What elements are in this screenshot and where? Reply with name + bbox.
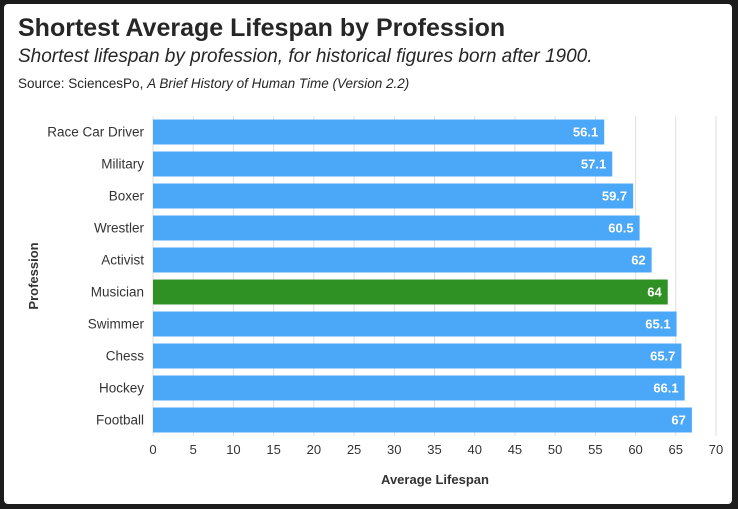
bar: [153, 343, 682, 369]
chart-title: Shortest Average Lifespan by Profession: [18, 14, 506, 42]
bar: [153, 119, 605, 145]
bar: [153, 407, 692, 433]
category-label: Race Car Driver: [47, 125, 144, 140]
bar-chart: 56.1 57.1 59.7 60.5 62 64 65.1 65.7 66.1 67 Race …: [26, 116, 723, 487]
chart-source: Source: SciencesPo, A Brief History of H…: [18, 76, 409, 91]
x-tick-label: 60: [628, 442, 642, 457]
bar: [153, 311, 677, 337]
category-label: Chess: [106, 349, 145, 364]
bar: [153, 151, 613, 177]
data-label: 65.7: [650, 349, 675, 364]
data-label: 67: [671, 413, 685, 428]
data-label: 56.1: [573, 125, 598, 140]
category-label: Boxer: [109, 189, 145, 204]
bar: [153, 215, 640, 241]
chart-card: Shortest Average Lifespan by Profession …: [4, 4, 732, 504]
x-tick-label: 0: [149, 442, 156, 457]
category-label: Musician: [91, 285, 144, 300]
category-label: Activist: [101, 253, 144, 268]
source-prefix: Source: SciencesPo,: [18, 76, 148, 91]
x-tick-label: 65: [669, 442, 683, 457]
y-axis-title: Profession: [26, 242, 41, 309]
x-tick-labels: 0 5 10 15 20 25 30 35 40 45 50 55 60 65 70: [149, 442, 723, 457]
category-label: Military: [101, 157, 144, 172]
x-tick-label: 10: [226, 442, 240, 457]
data-label: 65.1: [645, 317, 670, 332]
x-tick-label: 5: [190, 442, 197, 457]
data-label: 60.5: [608, 221, 633, 236]
x-tick-label: 50: [548, 442, 562, 457]
source-title: A Brief History of Human Time (Version 2…: [147, 76, 410, 91]
x-tick-label: 55: [588, 442, 602, 457]
x-tick-label: 40: [467, 442, 481, 457]
data-label: 66.1: [653, 381, 678, 396]
bar: [153, 279, 668, 305]
category-labels: Race Car Driver Military Boxer Wrestler Acti…: [47, 125, 144, 428]
x-tick-label: 35: [427, 442, 441, 457]
category-label: Football: [96, 413, 144, 428]
x-tick-label: 20: [307, 442, 321, 457]
x-tick-label: 25: [347, 442, 361, 457]
x-tick-label: 30: [387, 442, 401, 457]
category-label: Wrestler: [94, 221, 145, 236]
bar: [153, 375, 685, 401]
data-label: 62: [631, 253, 645, 268]
category-label: Hockey: [99, 381, 144, 396]
category-label: Swimmer: [88, 317, 145, 332]
x-axis-title: Average Lifespan: [381, 472, 489, 487]
x-tick-label: 45: [508, 442, 522, 457]
chart-subtitle: Shortest lifespan by profession, for his…: [18, 46, 593, 67]
data-label: 57.1: [581, 157, 606, 172]
data-label: 59.7: [602, 189, 627, 204]
x-tick-label: 70: [709, 442, 723, 457]
data-label: 64: [647, 285, 662, 300]
x-tick-label: 15: [266, 442, 280, 457]
bar: [153, 183, 634, 209]
bar: [153, 247, 652, 273]
bars: 56.1 57.1 59.7 60.5 62 64 65.1 65.7 66.1 67: [153, 119, 692, 433]
